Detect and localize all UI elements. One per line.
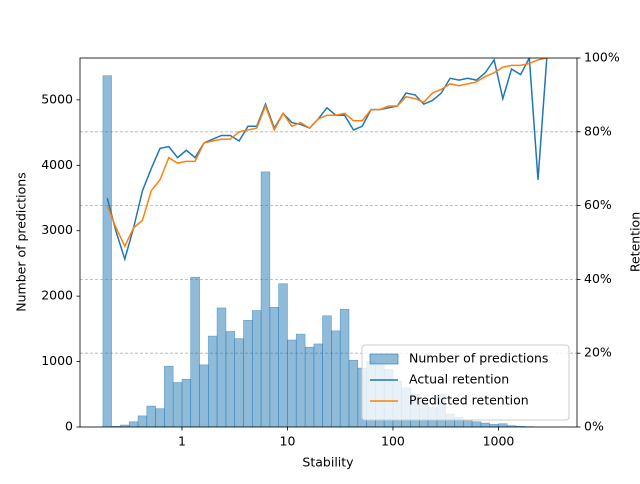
histogram-bar [208,336,217,427]
histogram-bar [340,309,349,427]
histogram-bar [498,424,507,427]
histogram-bar [472,422,481,427]
histogram-bar [182,379,191,427]
legend-label: Actual retention [409,372,509,387]
histogram-bar [314,344,323,427]
histogram-bar [296,334,305,427]
legend-swatch [370,354,398,364]
y-tick-label: 2000 [41,288,73,303]
y2-tick-label: 80% [584,123,612,138]
histogram-bar [129,422,138,427]
histogram-bar [261,172,270,427]
legend-label: Number of predictions [409,351,548,366]
histogram-bar [138,416,147,427]
y-tick-label: 5000 [41,91,73,106]
histogram-bar [164,366,173,427]
histogram-bar [279,284,288,427]
histogram-bar [252,311,261,427]
histogram-bar [200,365,209,427]
x-tick-label: 100 [381,434,405,449]
histogram-bar [103,76,112,427]
x-tick-label: 1 [178,434,186,449]
histogram-bar [287,340,296,427]
histogram-bar [235,339,244,427]
histogram-bar [244,320,253,427]
histogram-bar [481,423,490,427]
x-axis-label: Stability [302,455,354,470]
histogram-bar [226,331,235,427]
histogram-bar [270,307,279,427]
histogram-bar [147,406,156,427]
y2-axis-label: Retention [628,212,640,272]
y2-tick-label: 100% [584,50,620,65]
y2-tick-label: 40% [584,271,612,286]
y2-tick-label: 60% [584,197,612,212]
histogram-bar [305,347,314,427]
x-tick-label: 1000 [483,434,515,449]
histogram-bar [217,308,226,427]
histogram-bar [173,383,182,427]
y-tick-label: 1000 [41,353,73,368]
line-series [107,58,546,259]
y2-tick-label: 20% [584,345,612,360]
legend: Number of predictions Actual retention Pre… [362,345,569,420]
histogram-bar [156,409,165,427]
histogram-bar [191,277,200,427]
histogram-bar [323,316,332,427]
x-tick-label: 10 [280,434,296,449]
y-tick-label: 4000 [41,157,73,172]
y-axis-label: Number of predictions [14,172,29,311]
histogram-bar [331,331,340,427]
legend-label: Predicted retention [409,393,529,408]
histogram-bar [349,360,358,427]
y2-tick-label: 0% [584,419,604,434]
y-tick-label: 3000 [41,222,73,237]
histogram-bar [463,420,472,427]
y-tick-label: 0 [65,419,73,434]
